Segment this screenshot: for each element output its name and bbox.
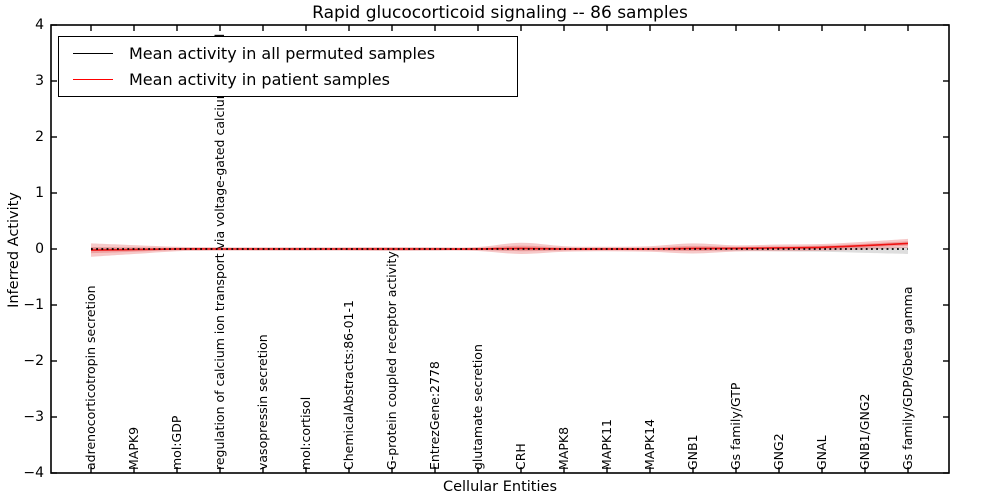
x-axis-label: Cellular Entities <box>442 479 558 495</box>
x-tick-label: Gs family/GDP/Gbeta gamma <box>900 286 915 470</box>
x-tick-label: vasopressin secretion <box>255 334 270 470</box>
y-tick-label: −1 <box>23 297 44 313</box>
y-tick-label: 3 <box>35 73 44 89</box>
x-tick-label: GNB1/GNG2 <box>857 393 872 470</box>
x-tick-label: EntrezGene:2778 <box>427 361 442 470</box>
x-tick-label: regulation of calcium ion transport via … <box>212 33 227 470</box>
x-tick-label: Gs family/GTP <box>728 382 743 470</box>
x-tick-label: glutamate secretion <box>470 344 485 470</box>
legend-entry-patient: Mean activity in patient samples <box>59 70 517 89</box>
y-tick-label: 1 <box>35 185 44 201</box>
y-tick-label: −4 <box>23 465 44 481</box>
x-tick-label: MAPK9 <box>126 426 141 470</box>
x-tick-label: GNG2 <box>771 433 786 470</box>
x-tick-label: mol:GDP <box>169 415 184 470</box>
x-tick-label: GNB1 <box>685 434 700 470</box>
legend-line-red-icon <box>73 79 113 80</box>
legend: Mean activity in all permuted samples Me… <box>58 36 518 97</box>
legend-label: Mean activity in all permuted samples <box>129 44 436 63</box>
x-tick-label: ChemicalAbstracts:86-01-1 <box>341 300 356 470</box>
x-tick-label: MAPK11 <box>599 419 614 470</box>
y-tick-label: −2 <box>23 353 44 369</box>
x-tick-label: MAPK14 <box>642 419 657 470</box>
legend-line-black-icon <box>73 53 113 54</box>
y-axis-label: Inferred Activity <box>6 192 22 308</box>
y-tick-label: 4 <box>35 17 44 33</box>
legend-label: Mean activity in patient samples <box>129 70 390 89</box>
x-tick-label: G-protein coupled receptor activity <box>384 251 399 470</box>
x-tick-label: GNAL <box>814 435 829 470</box>
x-tick-label: mol:cortisol <box>298 396 313 470</box>
x-tick-label: adrenocorticotropin secretion <box>83 285 98 470</box>
y-tick-label: 0 <box>35 241 44 257</box>
x-tick-label: CRH <box>513 443 528 470</box>
legend-entry-permuted: Mean activity in all permuted samples <box>59 44 517 63</box>
chart-title: Rapid glucocorticoid signaling -- 86 sam… <box>312 3 688 23</box>
y-tick-label: −3 <box>23 409 44 425</box>
x-tick-label: MAPK8 <box>556 426 571 470</box>
y-tick-label: 2 <box>35 129 44 145</box>
